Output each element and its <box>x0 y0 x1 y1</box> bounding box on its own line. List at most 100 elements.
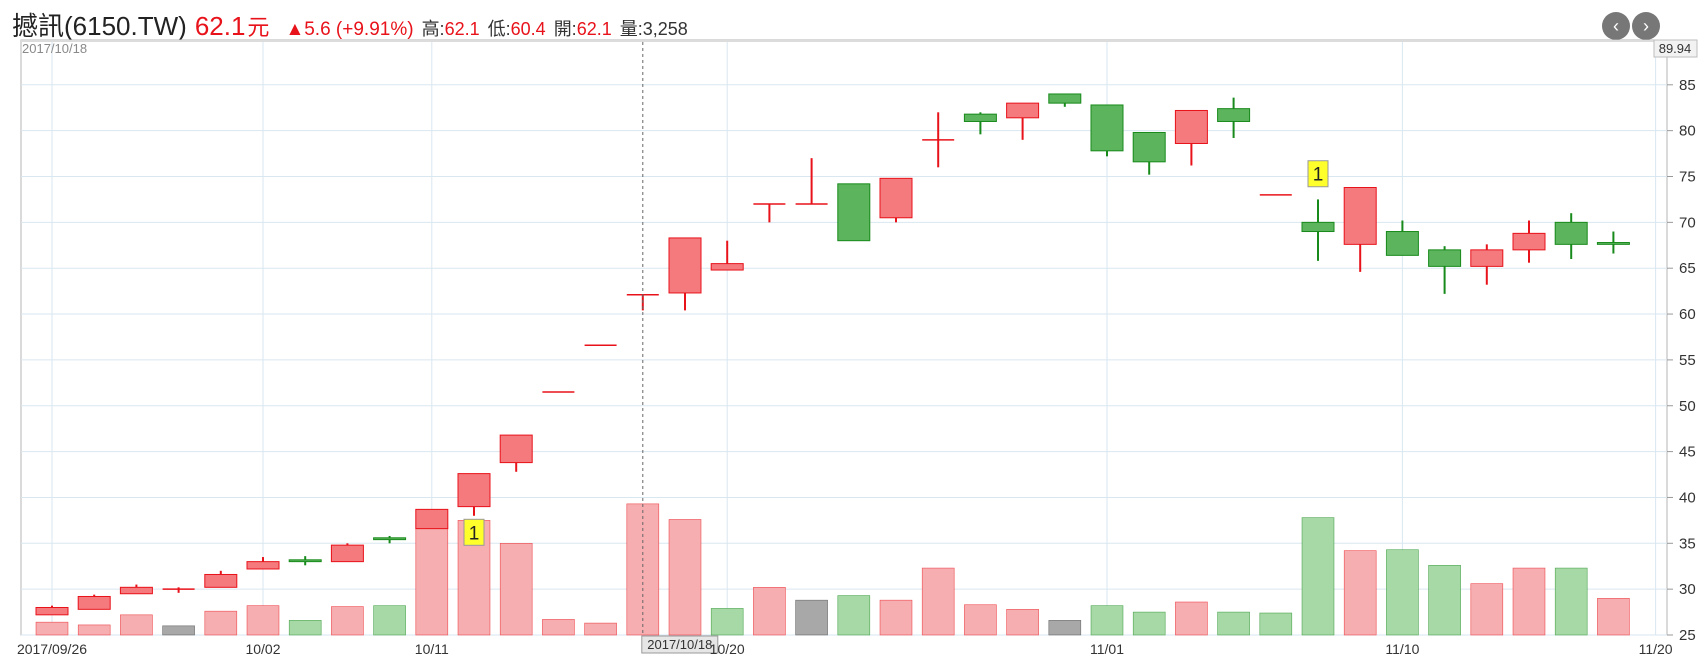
candle-body <box>415 508 449 530</box>
y-tick-label: 50 <box>1679 398 1696 415</box>
volume-bar <box>1470 583 1504 636</box>
y-tick-label: 80 <box>1679 123 1696 140</box>
candle-body <box>499 434 533 464</box>
crosshair-label: 2017/10/18 <box>647 637 712 652</box>
volume-bar <box>1175 601 1208 636</box>
high-value: 62.1 <box>444 19 480 39</box>
volume-bar <box>1428 565 1461 636</box>
candle-body <box>457 473 491 508</box>
volume-bar <box>246 605 280 636</box>
low-price: 低:60.4 <box>488 15 546 41</box>
x-tick-label: 2017/09/26 <box>17 641 87 657</box>
chevron-left-icon: ‹ <box>1613 16 1619 36</box>
candle-body <box>963 113 997 122</box>
candle-body <box>373 537 407 541</box>
candle-body <box>330 544 364 563</box>
volume-bar <box>1512 567 1546 636</box>
y-tick-label: 60 <box>1679 306 1696 323</box>
candle-body <box>246 561 280 570</box>
candle-body <box>1090 104 1124 152</box>
y-axis: 25 30 35 40 45 50 55 60 65 70 75 80 85 <box>1667 77 1696 644</box>
volume-bar <box>837 595 871 636</box>
volume-bar <box>879 599 913 636</box>
x-tick-label: 11/10 <box>1385 641 1419 657</box>
volume-bar <box>921 567 955 636</box>
x-tick-label: 10/20 <box>710 641 745 657</box>
volume-bar <box>499 542 533 636</box>
date-readout: 2017/10/18 <box>22 41 87 56</box>
volume-bars <box>35 503 1630 636</box>
volume-bar <box>162 625 195 636</box>
quote-header: 撼訊(6150.TW) 62.1 元 ▲5.6 (+9.91%) 高:62.1 … <box>0 0 1699 42</box>
candle-body <box>1006 102 1040 119</box>
volume-bar <box>415 524 449 636</box>
y-tick-label: 65 <box>1679 260 1696 277</box>
price-change: ▲5.6 (+9.91%) <box>285 19 414 40</box>
high-price: 高:62.1 <box>422 15 480 41</box>
low-label: 低: <box>487 19 511 39</box>
volume-bar <box>120 614 153 636</box>
price-unit: 元 <box>247 15 270 40</box>
volume-bar <box>1090 605 1124 636</box>
y-tick-label: 45 <box>1679 444 1696 461</box>
y-top-label-box <box>1653 39 1698 58</box>
candle-body <box>77 595 111 610</box>
crosshair-label-box <box>641 635 719 654</box>
event-marker-label: 1 <box>1313 165 1324 186</box>
y-tick-label: 25 <box>1679 627 1696 644</box>
high-label: 高: <box>421 19 445 39</box>
candle-body <box>204 573 238 588</box>
y-tick-label: 70 <box>1679 214 1696 231</box>
stock-name: 撼訊(6150.TW) <box>12 11 187 41</box>
candle-body <box>837 183 871 242</box>
y-tick-label: 85 <box>1679 77 1696 94</box>
event-marker <box>463 518 485 546</box>
y-tick-label: 40 <box>1679 489 1696 506</box>
volume-bar <box>1217 611 1250 636</box>
y-top-label: 89.94 <box>1659 41 1692 56</box>
volume-bar <box>542 619 575 636</box>
volume-bar <box>1132 611 1166 636</box>
volume-bar <box>668 519 702 636</box>
volume-bar <box>1343 550 1377 636</box>
candle-body <box>119 586 153 595</box>
candle-body <box>1470 249 1504 267</box>
volume-bar <box>77 624 111 636</box>
candle-body <box>1174 109 1208 144</box>
y-tick-label: 35 <box>1679 535 1696 552</box>
quote-summary: 撼訊(6150.TW) 62.1 元 ▲5.6 (+9.91%) 高:62.1 … <box>12 6 688 43</box>
volume-bar <box>1301 517 1335 636</box>
volume-bar <box>584 622 617 636</box>
candle-body <box>1301 221 1335 233</box>
candle-body <box>1385 231 1419 256</box>
low-value: 60.4 <box>510 19 546 39</box>
plot-top-bar <box>21 40 1667 42</box>
last-price: 62.1 <box>194 11 246 41</box>
volume-bar <box>1259 612 1293 636</box>
volume: 量:3,258 <box>620 15 688 41</box>
candle-body <box>1217 108 1251 122</box>
volume-bar <box>964 604 997 636</box>
volume-bar <box>1048 620 1082 636</box>
next-button[interactable]: › <box>1632 12 1660 40</box>
candle-body <box>1343 187 1377 245</box>
gridlines <box>21 42 1667 636</box>
open-label: 開: <box>553 19 577 39</box>
volume-bar <box>35 621 69 636</box>
candles <box>35 93 1630 616</box>
prev-button[interactable]: ‹ <box>1602 12 1630 40</box>
volume-bar <box>1386 549 1419 636</box>
candle-body <box>1048 93 1082 104</box>
volume-bar <box>1597 598 1630 636</box>
volume-bar <box>331 606 364 636</box>
candle-body <box>710 263 744 271</box>
volume-label: 量: <box>619 19 643 39</box>
crosshair: 2017/10/18 <box>641 42 719 654</box>
volume-bar <box>1006 609 1039 636</box>
x-tick-label: 10/02 <box>245 641 280 657</box>
x-tick-label: 11/01 <box>1090 641 1124 657</box>
y-tick-label: 55 <box>1679 352 1696 369</box>
volume-value: 3,258 <box>642 19 688 39</box>
open-value: 62.1 <box>576 19 612 39</box>
